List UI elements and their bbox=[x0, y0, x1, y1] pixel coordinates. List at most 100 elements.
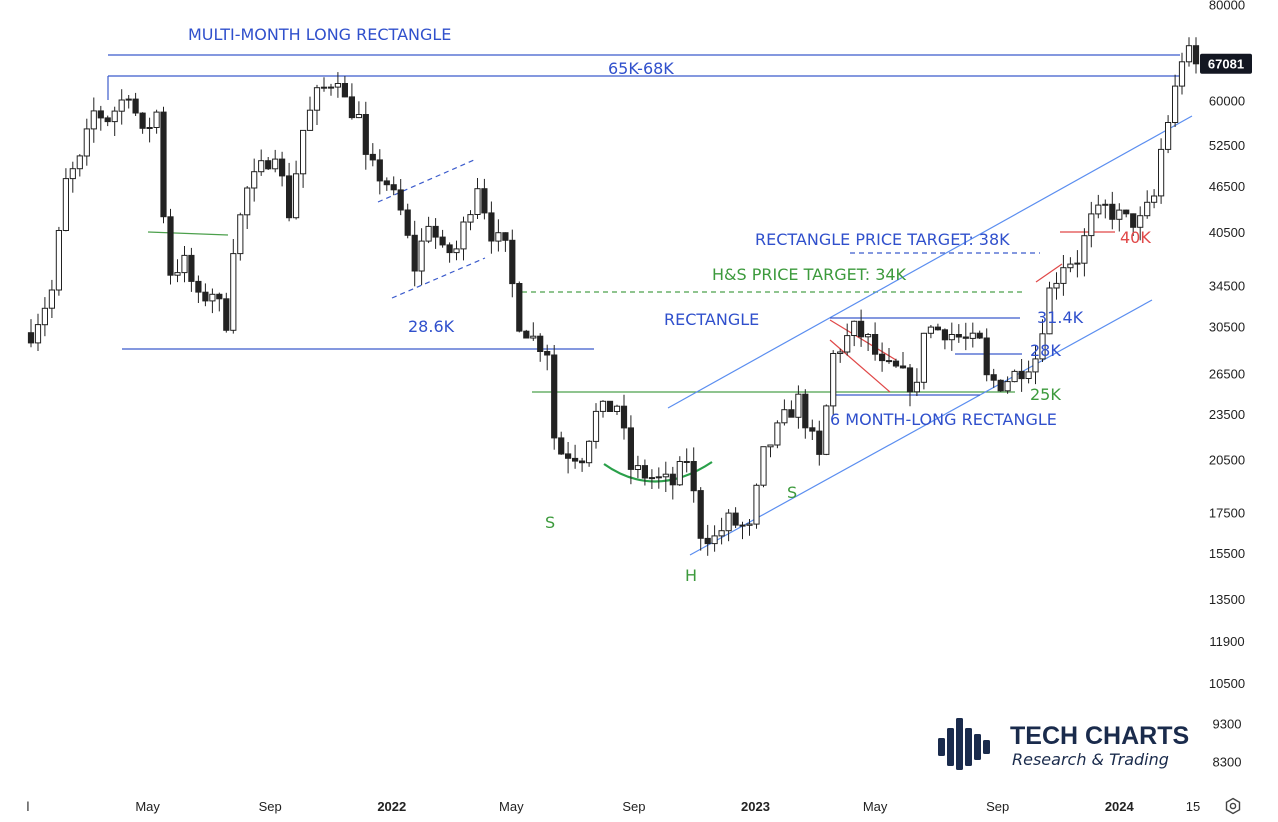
candle bbox=[27, 319, 35, 348]
last-price-tag: 67081 bbox=[1200, 53, 1252, 74]
candle bbox=[837, 348, 844, 363]
logo-bars-icon bbox=[938, 718, 990, 770]
y-tick-label: 52500 bbox=[1209, 138, 1245, 153]
candle bbox=[90, 97, 97, 143]
candle bbox=[655, 467, 662, 489]
candle bbox=[934, 323, 941, 331]
candle bbox=[565, 442, 572, 474]
pattern-overlays bbox=[107, 54, 1193, 556]
candle bbox=[634, 455, 641, 479]
candle bbox=[334, 72, 341, 98]
channel-lower-line bbox=[689, 299, 1153, 556]
candle bbox=[627, 415, 634, 485]
candle bbox=[760, 446, 767, 488]
candle bbox=[718, 517, 725, 545]
candle bbox=[258, 149, 265, 176]
candle bbox=[320, 77, 328, 92]
candle bbox=[341, 76, 348, 98]
logo-bar bbox=[947, 728, 954, 766]
x-tick-label: l bbox=[27, 799, 30, 814]
candle bbox=[167, 208, 174, 285]
candle bbox=[962, 322, 969, 351]
candle bbox=[404, 203, 411, 239]
candle bbox=[425, 216, 432, 244]
candle bbox=[181, 246, 188, 283]
y-tick-label: 26500 bbox=[1209, 367, 1245, 382]
candle bbox=[586, 440, 593, 467]
candle bbox=[174, 259, 181, 283]
candle bbox=[941, 328, 948, 350]
candle bbox=[418, 228, 425, 286]
y-tick-label: 15500 bbox=[1209, 546, 1245, 561]
candle bbox=[188, 247, 195, 292]
candle bbox=[1172, 74, 1179, 127]
candle bbox=[453, 240, 460, 261]
candle bbox=[306, 96, 314, 131]
candle bbox=[69, 161, 76, 193]
x-tick-label: May bbox=[499, 799, 524, 814]
pattern-labels: MULTI-MONTH LONG RECTANGLE 65K-68K 28.6K RE… bbox=[188, 25, 1151, 585]
x-tick-label: Sep bbox=[259, 799, 282, 814]
label-head: H bbox=[685, 566, 697, 585]
candle bbox=[606, 400, 614, 412]
label-left-shoulder: S bbox=[545, 513, 555, 532]
candle bbox=[1039, 319, 1046, 362]
candle bbox=[906, 364, 914, 407]
candle bbox=[439, 229, 446, 248]
y-tick-label: 8300 bbox=[1213, 755, 1242, 770]
candle bbox=[104, 115, 111, 127]
candle bbox=[690, 447, 697, 503]
candle bbox=[767, 444, 774, 458]
candle bbox=[62, 168, 69, 232]
candle bbox=[1123, 209, 1130, 218]
candle bbox=[948, 322, 955, 351]
candle bbox=[376, 149, 383, 195]
candle bbox=[788, 400, 795, 418]
candle bbox=[118, 89, 125, 125]
candle bbox=[369, 143, 376, 167]
candle bbox=[327, 83, 335, 96]
candle bbox=[879, 342, 886, 372]
candle bbox=[460, 216, 467, 261]
candle bbox=[851, 320, 858, 347]
y-axis[interactable]: 80000 60000 52500 46500 40500 34500 30500 26500… bbox=[1209, 0, 1245, 770]
y-tick-label: 46500 bbox=[1209, 179, 1245, 194]
logo-bar bbox=[965, 728, 972, 766]
candle bbox=[390, 176, 397, 196]
candle bbox=[1151, 189, 1158, 209]
candle bbox=[300, 129, 307, 188]
candle bbox=[544, 344, 551, 371]
candle bbox=[858, 309, 865, 347]
candle bbox=[355, 101, 362, 119]
y-tick-label: 20500 bbox=[1209, 452, 1245, 467]
candle bbox=[983, 328, 990, 382]
candle bbox=[1185, 37, 1193, 67]
candle bbox=[809, 419, 816, 440]
x-axis[interactable]: l May Sep 2022 May Sep 2023 May Sep 2024 15 bbox=[27, 799, 1201, 814]
candle bbox=[362, 101, 369, 170]
gear-icon[interactable] bbox=[1225, 797, 1241, 815]
candle bbox=[237, 212, 244, 261]
candle bbox=[648, 469, 655, 489]
candle bbox=[676, 456, 683, 486]
candle bbox=[474, 178, 481, 219]
candle bbox=[1178, 52, 1186, 95]
logo-bar bbox=[974, 734, 981, 760]
candle bbox=[732, 507, 739, 528]
candle bbox=[279, 151, 286, 187]
logo-bar bbox=[983, 740, 990, 754]
candle bbox=[286, 162, 293, 222]
candle bbox=[1074, 250, 1081, 278]
candle bbox=[516, 281, 523, 333]
candle bbox=[272, 149, 279, 173]
candle bbox=[502, 232, 509, 252]
candle bbox=[488, 201, 495, 254]
candle bbox=[795, 385, 802, 429]
flag-upper-line bbox=[377, 159, 475, 203]
candle bbox=[383, 177, 390, 191]
candle bbox=[865, 333, 872, 351]
candle bbox=[1192, 37, 1200, 74]
candle bbox=[125, 95, 132, 109]
logo-title: TECH CHARTS bbox=[1010, 722, 1189, 750]
